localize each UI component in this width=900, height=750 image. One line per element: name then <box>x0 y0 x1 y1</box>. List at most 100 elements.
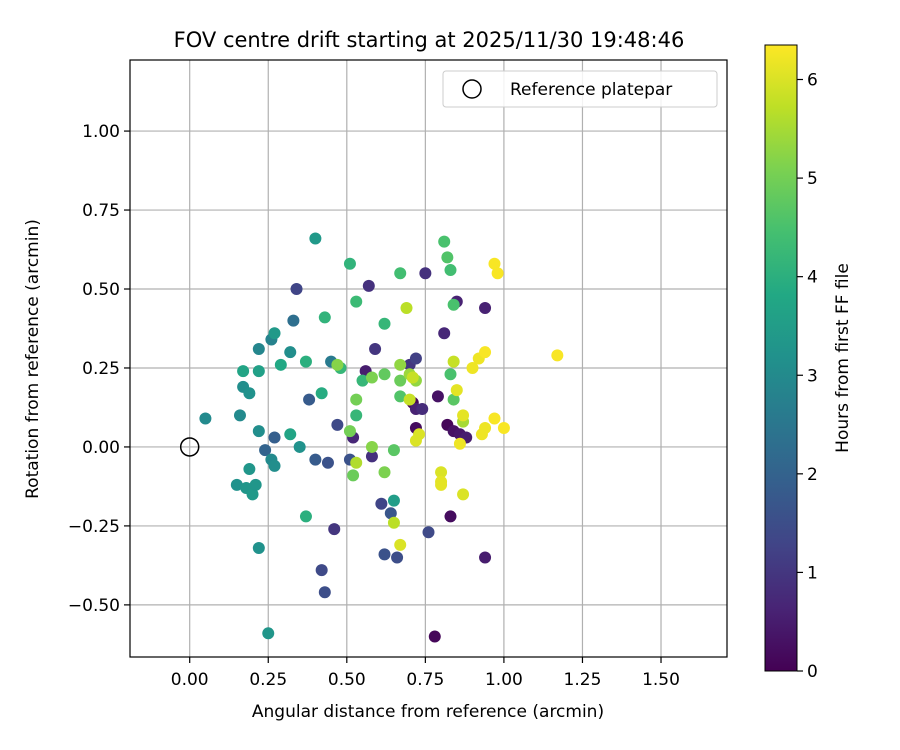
colorbar-tick-label: 3 <box>807 366 818 386</box>
data-point <box>438 235 451 248</box>
legend-marker-icon <box>462 79 482 99</box>
data-point <box>428 630 441 643</box>
data-point <box>237 365 250 378</box>
data-point <box>479 301 492 314</box>
y-tick-label: −0.50 <box>68 596 120 616</box>
data-point <box>268 431 281 444</box>
data-point <box>284 346 297 359</box>
data-point <box>413 428 426 441</box>
chart-title: FOV centre drift starting at 2025/11/30 … <box>174 28 685 52</box>
data-point <box>394 538 407 551</box>
data-point <box>378 466 391 479</box>
plot-frame <box>129 59 728 658</box>
data-point <box>246 488 259 501</box>
x-axis-label: Angular distance from reference (arcmin) <box>252 702 604 722</box>
data-point <box>315 387 328 400</box>
colorbar-tick-label: 0 <box>807 662 818 682</box>
data-point <box>444 368 457 381</box>
data-point <box>394 358 407 371</box>
data-point <box>249 478 262 491</box>
data-point <box>491 267 504 280</box>
data-point <box>356 374 369 387</box>
colorbar-tick-label: 5 <box>807 169 818 189</box>
data-point <box>444 264 457 277</box>
data-point <box>199 412 212 425</box>
data-point <box>252 343 265 356</box>
grid-lines <box>130 60 727 657</box>
data-point <box>403 393 416 406</box>
colorbar-tick-label: 1 <box>807 563 818 583</box>
x-tick-label: 0.00 <box>171 670 209 690</box>
data-point <box>299 355 312 368</box>
data-point <box>369 343 382 356</box>
data-point <box>479 421 492 434</box>
y-tick-label: 0.50 <box>82 280 120 300</box>
y-tick-label: 0.00 <box>82 438 120 458</box>
colorbar-tick-label: 4 <box>807 268 818 288</box>
legend-entry-reference: Reference platepar <box>510 80 672 100</box>
colorbar-ticks: 0 1 2 3 4 5 6 <box>797 71 818 682</box>
data-point <box>384 507 397 520</box>
data-point <box>287 314 300 327</box>
data-point <box>274 358 287 371</box>
data-point <box>318 311 331 324</box>
data-point <box>457 488 470 501</box>
data-point <box>259 444 272 457</box>
colorbar-gradient <box>764 44 798 672</box>
y-tick-label: 1.00 <box>82 122 120 142</box>
data-point <box>262 627 275 640</box>
data-point <box>447 298 460 311</box>
data-point <box>365 371 378 384</box>
data-point <box>450 384 463 397</box>
data-point <box>375 497 388 510</box>
data-point <box>252 365 265 378</box>
data-point <box>479 551 492 564</box>
data-point <box>497 421 510 434</box>
data-point <box>479 346 492 359</box>
data-point <box>457 409 470 422</box>
data-point <box>387 494 400 507</box>
data-point <box>387 444 400 457</box>
reference-platepar-marker <box>179 437 200 457</box>
y-tick-label: 0.75 <box>82 201 120 221</box>
data-point <box>438 327 451 340</box>
data-point <box>230 478 243 491</box>
data-point <box>328 523 341 536</box>
x-tick-label: 1.50 <box>642 670 680 690</box>
data-point <box>406 371 419 384</box>
data-point <box>233 409 246 422</box>
data-point <box>488 257 501 270</box>
data-point <box>419 267 432 280</box>
data-point <box>447 355 460 368</box>
data-point <box>365 450 378 463</box>
data-point <box>303 393 316 406</box>
data-point <box>350 295 363 308</box>
data-point <box>343 257 356 270</box>
data-point <box>321 456 334 469</box>
data-point <box>394 267 407 280</box>
data-point <box>444 510 457 523</box>
x-tick-label: 0.75 <box>406 670 444 690</box>
data-point <box>391 551 404 564</box>
x-tick-label: 1.00 <box>485 670 523 690</box>
data-point <box>347 469 360 482</box>
data-point <box>299 510 312 523</box>
data-point <box>252 542 265 555</box>
legend-box <box>442 70 718 108</box>
data-point <box>268 459 281 472</box>
colorbar-label: Hours from first FF file <box>833 263 853 453</box>
data-point <box>362 279 375 292</box>
data-point <box>309 232 322 245</box>
data-point <box>284 428 297 441</box>
data-point <box>387 516 400 529</box>
colorbar: 0 1 2 3 4 5 6 Hours from first FF file <box>764 44 853 682</box>
x-tick-label: 0.25 <box>249 670 287 690</box>
data-point <box>343 425 356 438</box>
data-point <box>350 409 363 422</box>
data-point <box>416 403 429 416</box>
data-point <box>409 352 422 365</box>
data-point <box>435 466 448 479</box>
data-point <box>441 251 454 264</box>
data-point <box>318 586 331 599</box>
